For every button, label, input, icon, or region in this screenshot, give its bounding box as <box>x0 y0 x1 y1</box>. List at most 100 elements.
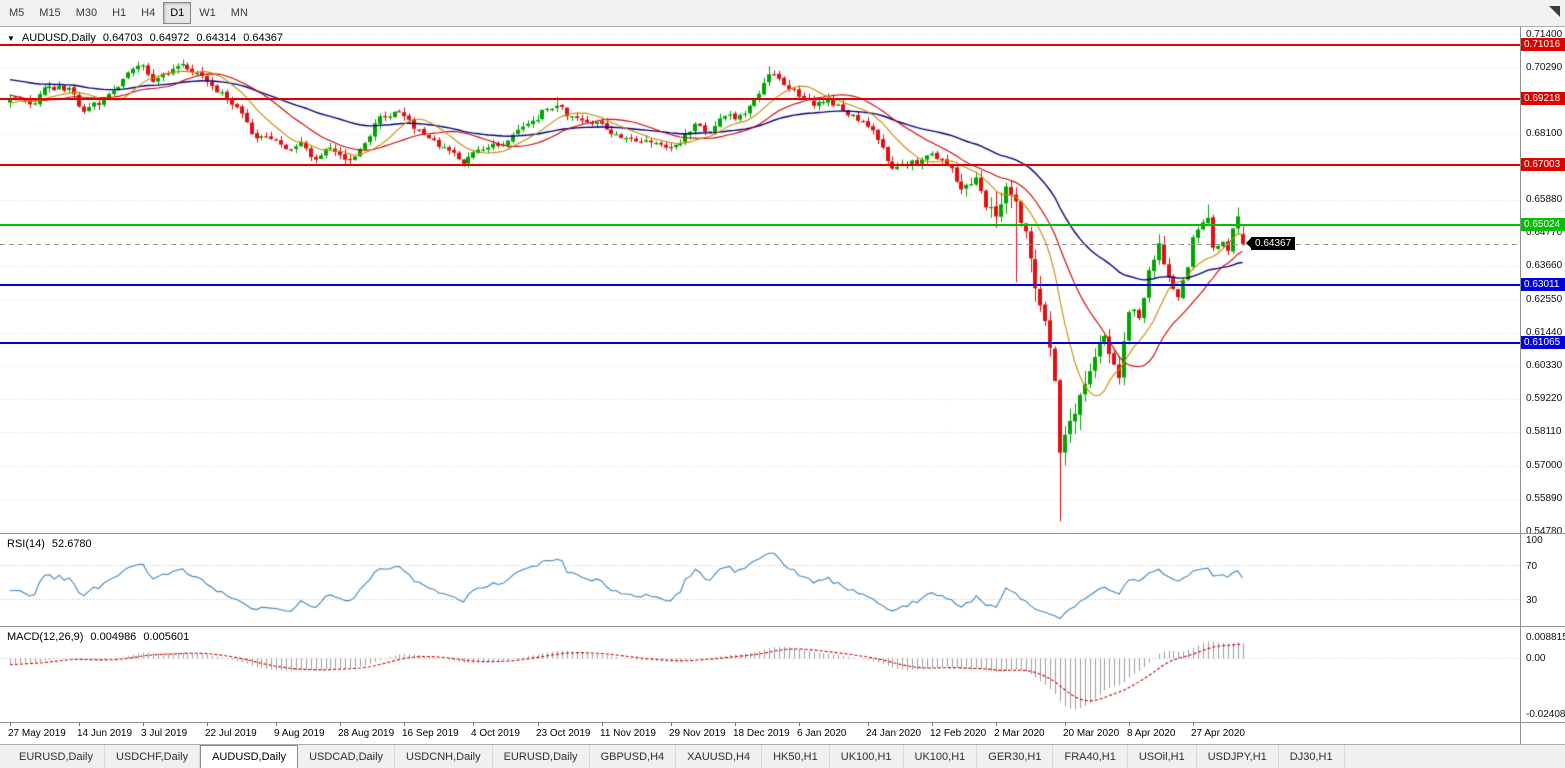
ohlc-high-value: 0.64972 <box>149 32 190 44</box>
macd-canvas[interactable] <box>0 627 1520 722</box>
time-axis-label: 29 Nov 2019 <box>669 728 726 739</box>
chart-tab-audusd-daily[interactable]: AUDUSD,Daily <box>200 745 299 768</box>
chart-shift-marker-icon[interactable] <box>1549 6 1560 17</box>
chart-tab-gbpusd-h4[interactable]: GBPUSD,H4 <box>590 745 677 768</box>
chart-tab-eurusd-daily[interactable]: EURUSD,Daily <box>8 745 105 768</box>
price-axis-tick: 0.59220 <box>1526 393 1563 405</box>
price-axis-tick: 0.54780 <box>1526 526 1563 534</box>
time-axis-label: 27 Apr 2020 <box>1191 728 1245 739</box>
timeframe-buttons: M5 M15 M30 H1 H4 D1 W1 MN <box>2 2 255 24</box>
price-level-tag-0.69218: 0.69218 <box>1521 92 1565 105</box>
price-axis-tick: 0.57000 <box>1526 459 1563 471</box>
time-axis: 27 May 2019 14 Jun 2019 3 Jul 2019 22 Jul 2… <box>0 723 1565 744</box>
horizontal-level-line-0.61065[interactable] <box>0 342 1520 344</box>
macd-panel: MACD(12,26,9) 0.004986 0.005601 0.008815… <box>0 627 1565 723</box>
time-axis-label: 9 Aug 2019 <box>274 728 325 739</box>
rsi-axis-tick: 70 <box>1526 560 1538 572</box>
price-panel: ▼ AUDUSD,Daily 0.64703 0.64972 0.64314 0… <box>0 27 1565 534</box>
horizontal-level-line-0.67003[interactable] <box>0 164 1520 166</box>
time-axis-label: 24 Jan 2020 <box>866 728 922 739</box>
time-axis-label: 27 May 2019 <box>8 728 66 739</box>
chart-title: ▼ AUDUSD,Daily 0.64703 0.64972 0.64314 0… <box>7 32 283 44</box>
macd-indicator-name: MACD(12,26,9) <box>7 631 84 643</box>
ohlc-open-value: 0.64703 <box>102 32 143 44</box>
rsi-axis-tick: 30 <box>1526 595 1538 607</box>
macd-label: MACD(12,26,9) 0.004986 0.005601 <box>7 631 189 643</box>
price-level-tag-0.71016: 0.71016 <box>1521 38 1565 51</box>
horizontal-level-line-0.69218[interactable] <box>0 98 1520 100</box>
horizontal-level-line-0.71016[interactable] <box>0 44 1520 46</box>
time-axis-tickmark <box>538 723 539 726</box>
time-axis-label: 16 Sep 2019 <box>402 728 459 739</box>
horizontal-level-line-0.65024[interactable] <box>0 224 1520 226</box>
time-axis-label: 23 Oct 2019 <box>536 728 591 739</box>
price-axis-tick: 0.71400 <box>1526 29 1563 40</box>
timeframe-button-mn[interactable]: MN <box>230 7 248 19</box>
chart-tab-usdchf-daily[interactable]: USDCHF,Daily <box>105 745 201 768</box>
price-axis-tick: 0.65880 <box>1526 194 1563 206</box>
chart-terminal: ▼ AUDUSD,Daily 0.64703 0.64972 0.64314 0… <box>0 27 1565 744</box>
chart-tab-usdcad-daily[interactable]: USDCAD,Daily <box>298 745 396 768</box>
timeframe-button-m5[interactable]: M5 <box>9 7 25 19</box>
price-axis-tick: 0.58110 <box>1526 426 1562 438</box>
timeframe-button-d1[interactable]: D1 <box>163 2 192 24</box>
chart-tab-xauusd-h4[interactable]: XAUUSD,H4 <box>676 745 763 768</box>
time-axis-tickmark <box>340 723 341 726</box>
time-axis-tickmark <box>799 723 800 726</box>
chart-tab-usdjpy-h1[interactable]: USDJPY,H1 <box>1197 745 1279 768</box>
ohlc-close-value: 0.64367 <box>243 32 283 44</box>
timeframe-button-h4[interactable]: H4 <box>141 7 156 19</box>
price-axis-tick: 0.64770 <box>1526 227 1563 239</box>
price-level-tag-0.67003: 0.67003 <box>1521 158 1565 171</box>
time-axis-tickmark <box>1065 723 1066 726</box>
timeframe-button-m30[interactable]: M30 <box>75 7 98 19</box>
ohlc-low-value: 0.64314 <box>196 32 237 44</box>
time-axis-label: 6 Jan 2020 <box>797 728 847 739</box>
price-level-tag-0.61065: 0.61065 <box>1521 336 1565 349</box>
time-axis-tickmark <box>207 723 208 726</box>
price-chart-canvas[interactable] <box>0 27 1520 533</box>
macd-axis-tick: 0.008815 <box>1526 632 1565 644</box>
macd-axis-tick: 0.00 <box>1526 652 1546 664</box>
timeframe-button-h1[interactable]: H1 <box>112 7 127 19</box>
time-axis-label: 12 Feb 2020 <box>930 728 987 739</box>
price-axis-tick: 0.70290 <box>1526 62 1563 74</box>
time-axis-tickmark <box>10 723 11 726</box>
current-price-line <box>0 244 1520 245</box>
timeframe-button-w1[interactable]: W1 <box>199 7 216 19</box>
time-axis-label: 2 Mar 2020 <box>994 728 1045 739</box>
time-axis-label: 11 Nov 2019 <box>600 728 656 739</box>
timeframe-button-m15[interactable]: M15 <box>39 7 61 19</box>
chart-tabbar: EURUSD,Daily USDCHF,Daily AUDUSD,Daily USDC… <box>0 744 1565 768</box>
chart-tab-ger30-h1[interactable]: GER30,H1 <box>977 745 1054 768</box>
chart-tab-uk100-h1[interactable]: UK100,H1 <box>830 745 904 768</box>
time-axis-label: 22 Jul 2019 <box>205 728 257 739</box>
price-axis-tick: 0.68100 <box>1526 127 1563 139</box>
rsi-canvas[interactable] <box>0 534 1520 626</box>
horizontal-level-line-0.63011[interactable] <box>0 284 1520 286</box>
price-axis-tick: 0.61440 <box>1526 326 1563 338</box>
time-axis-label: 18 Dec 2019 <box>733 728 790 739</box>
current-price-label: 0.64367 <box>1245 237 1296 250</box>
chart-tab-eurusd-daily[interactable]: EURUSD,Daily <box>493 745 590 768</box>
price-axis-divider <box>1520 27 1521 744</box>
chart-tab-usdcnh-daily[interactable]: USDCNH,Daily <box>395 745 493 768</box>
chart-tab-uk100-h1[interactable]: UK100,H1 <box>904 745 978 768</box>
chart-tab-fra40-h1[interactable]: FRA40,H1 <box>1053 745 1128 768</box>
price-axis-tick: 0.62550 <box>1526 293 1563 305</box>
chart-tab-usoil-h1[interactable]: USOil,H1 <box>1128 745 1197 768</box>
macd-signal-value: 0.005601 <box>143 631 190 643</box>
price-level-tag-0.63011: 0.63011 <box>1521 278 1565 291</box>
time-axis-tickmark <box>671 723 672 726</box>
timeframe-toolbar: M5 M15 M30 H1 H4 D1 W1 MN <box>0 0 1565 27</box>
time-axis-label: 3 Jul 2019 <box>141 728 188 739</box>
rsi-indicator-name: RSI(14) <box>7 538 45 550</box>
price-level-tag-0.65024: 0.65024 <box>1521 218 1565 231</box>
chart-tab-hk50-h1[interactable]: HK50,H1 <box>762 745 830 768</box>
time-axis-tickmark <box>79 723 80 726</box>
time-axis-tickmark <box>932 723 933 726</box>
chart-tab-dj30-h1[interactable]: DJ30,H1 <box>1279 745 1345 768</box>
time-axis-tickmark <box>602 723 603 726</box>
